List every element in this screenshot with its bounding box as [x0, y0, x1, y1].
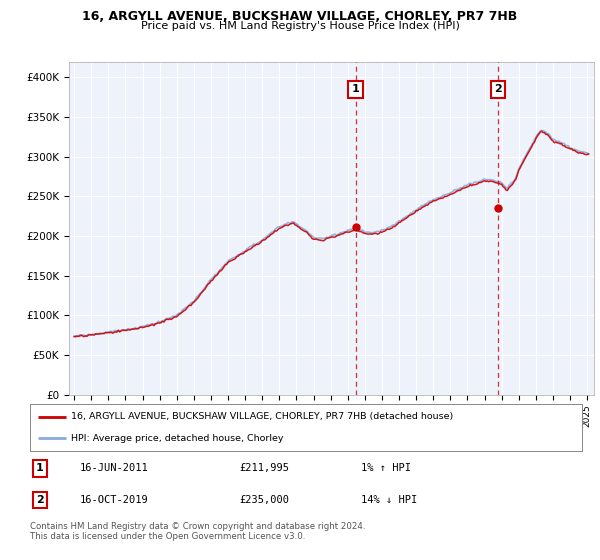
Text: 1: 1	[36, 464, 44, 473]
Text: £235,000: £235,000	[240, 495, 290, 505]
Text: Price paid vs. HM Land Registry's House Price Index (HPI): Price paid vs. HM Land Registry's House …	[140, 21, 460, 31]
Text: 16, ARGYLL AVENUE, BUCKSHAW VILLAGE, CHORLEY, PR7 7HB: 16, ARGYLL AVENUE, BUCKSHAW VILLAGE, CHO…	[82, 10, 518, 23]
Text: 16-OCT-2019: 16-OCT-2019	[80, 495, 148, 505]
Text: Contains HM Land Registry data © Crown copyright and database right 2024.
This d: Contains HM Land Registry data © Crown c…	[30, 522, 365, 542]
Text: HPI: Average price, detached house, Chorley: HPI: Average price, detached house, Chor…	[71, 434, 284, 443]
Text: 2: 2	[494, 85, 502, 95]
Text: 2: 2	[36, 495, 44, 505]
Text: £211,995: £211,995	[240, 464, 290, 473]
Text: 14% ↓ HPI: 14% ↓ HPI	[361, 495, 418, 505]
Text: 1: 1	[352, 85, 359, 95]
Text: 16-JUN-2011: 16-JUN-2011	[80, 464, 148, 473]
Text: 1% ↑ HPI: 1% ↑ HPI	[361, 464, 411, 473]
Text: 16, ARGYLL AVENUE, BUCKSHAW VILLAGE, CHORLEY, PR7 7HB (detached house): 16, ARGYLL AVENUE, BUCKSHAW VILLAGE, CHO…	[71, 412, 454, 421]
